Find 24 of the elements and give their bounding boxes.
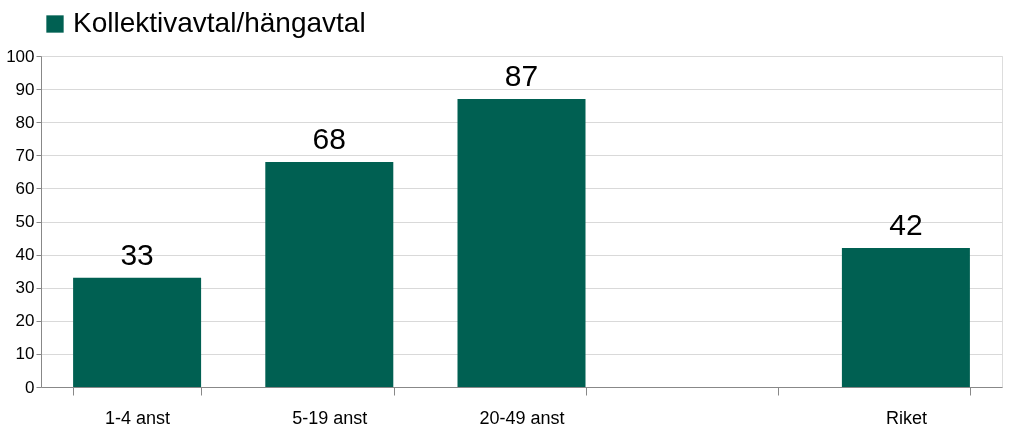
bar: [457, 99, 586, 387]
data-label: 42: [889, 207, 923, 241]
bar: [73, 277, 202, 387]
x-tick-label: 20-49 anst: [479, 407, 565, 428]
y-tick-label: 40: [15, 245, 35, 265]
y-tick-label: 30: [15, 278, 35, 298]
legend-label: Kollektivavtal/hängavtal: [73, 7, 366, 38]
x-tick-label: Riket: [885, 407, 927, 428]
y-tick-label: 10: [15, 344, 35, 364]
y-tick-label: 20: [15, 311, 35, 331]
y-tick-label: 100: [6, 46, 35, 66]
bar: [265, 161, 394, 387]
x-tick-label: 5-19 anst: [292, 407, 368, 428]
data-label: 33: [120, 237, 154, 271]
y-tick-label: 70: [15, 145, 35, 165]
bar: [841, 247, 970, 387]
data-label: 87: [504, 59, 539, 93]
y-tick-label: 0: [25, 377, 35, 397]
y-tick-label: 50: [15, 212, 35, 231]
y-tick-label: 90: [15, 79, 35, 99]
x-tick-label: 1-4 anst: [105, 407, 171, 428]
y-tick-label: 60: [15, 178, 35, 198]
data-label: 68: [312, 121, 346, 155]
y-tick-label: 80: [15, 112, 35, 132]
